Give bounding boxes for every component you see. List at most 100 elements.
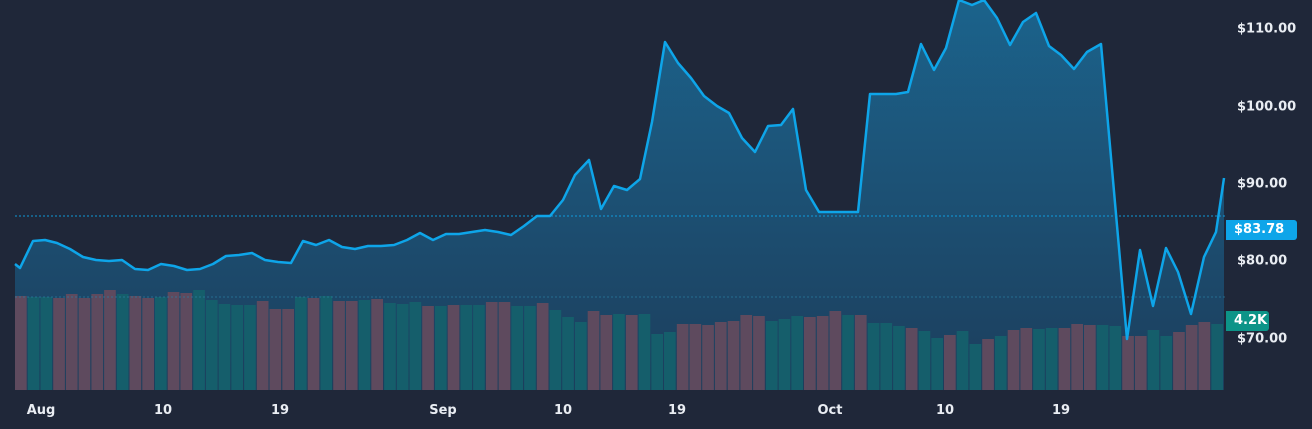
volume-bar [27, 297, 40, 390]
volume-bar [333, 301, 345, 390]
x-tick-label: Aug [26, 403, 56, 418]
volume-bar [842, 315, 854, 390]
volume-bar [740, 315, 753, 390]
volume-bar [244, 305, 256, 390]
volume-bar [1134, 336, 1147, 390]
volume-bar [524, 306, 536, 390]
price-area-fill [15, 0, 1224, 390]
y-tick-label: $100.00 [1237, 99, 1297, 115]
x-tick-label: 10 [553, 403, 573, 418]
volume-bar [600, 315, 613, 390]
current-volume-badge: 4.2K [1226, 311, 1269, 331]
volume-bar [40, 297, 53, 390]
volume-bar [218, 304, 231, 390]
volume-bar [714, 322, 727, 390]
volume-bar [536, 303, 549, 390]
volume-bar [269, 309, 282, 390]
volume-bar [765, 321, 778, 390]
volume-bar [345, 301, 358, 390]
current-price-badge: $83.78 [1226, 220, 1297, 240]
volume-bar [1084, 325, 1096, 390]
volume-bar [969, 344, 982, 390]
volume-bar [485, 302, 498, 390]
volume-bar [371, 299, 383, 390]
volume-bar [804, 317, 816, 390]
x-tick-label: Sep [429, 403, 457, 418]
volume-bar [1109, 326, 1122, 390]
volume-bar [918, 331, 931, 390]
volume-bar [638, 314, 651, 390]
volume-bar [384, 303, 396, 390]
volume-bar [231, 305, 243, 390]
volume-bar [664, 332, 676, 390]
y-tick-label: $110.00 [1237, 21, 1297, 37]
volume-bar [575, 322, 587, 390]
volume-bar [104, 290, 116, 390]
volume-bar [689, 324, 702, 390]
volume-bar [422, 306, 434, 390]
volume-bar [155, 297, 167, 390]
volume-bar [473, 305, 485, 390]
volume-bar [129, 296, 142, 390]
volume-bar [893, 326, 905, 390]
volume-bar [994, 336, 1007, 390]
y-tick-label: $90.00 [1237, 176, 1288, 192]
volume-bar [791, 316, 803, 390]
volume-bar [167, 292, 180, 390]
volume-bar [1096, 325, 1109, 390]
volume-bar [396, 304, 409, 390]
x-tick-label: 19 [1051, 403, 1071, 418]
price-area [15, 0, 1224, 390]
volume-bar [53, 298, 65, 390]
volume-bar [854, 315, 867, 390]
volume-bar [944, 335, 956, 390]
volume-bar [180, 293, 193, 390]
volume-bar [460, 305, 473, 390]
x-tick-label: 10 [153, 403, 173, 418]
volume-bar [447, 305, 460, 390]
volume-bar [1007, 330, 1020, 390]
volume-bar [91, 294, 104, 390]
volume-bar [1160, 336, 1173, 390]
volume-bar [409, 302, 422, 390]
volume-bar [1071, 324, 1083, 390]
volume-bar [282, 309, 294, 390]
volume-bar [880, 323, 893, 390]
volume-bar [702, 325, 714, 390]
volume-bar [142, 298, 154, 390]
volume-bar [435, 306, 447, 390]
volume-bar [1033, 329, 1045, 390]
volume-bar [65, 294, 78, 390]
volume-bar [256, 301, 269, 390]
y-tick-label: $70.00 [1237, 331, 1288, 347]
price-line [14, 0, 1226, 341]
volume-bars [15, 290, 1223, 390]
y-tick-label: $80.00 [1237, 253, 1288, 269]
volume-bar [1198, 322, 1211, 390]
volume-bar [867, 323, 880, 390]
volume-bar [905, 328, 918, 390]
price-line-path [14, 0, 1226, 341]
volume-bar [1173, 332, 1185, 390]
volume-bar [295, 297, 307, 390]
volume-bar [1211, 324, 1223, 390]
volume-bar [116, 294, 129, 390]
volume-bar [676, 324, 689, 390]
volume-bar [816, 316, 829, 390]
volume-bar [727, 321, 740, 390]
volume-bar [549, 310, 562, 390]
volume-bar [498, 302, 511, 390]
volume-bar [778, 319, 791, 390]
volume-bar [1185, 325, 1198, 390]
x-tick-label: 19 [667, 403, 687, 418]
x-tick-label: 10 [935, 403, 955, 418]
volume-bar [982, 339, 994, 390]
volume-bar [1020, 328, 1033, 390]
volume-bar [358, 300, 371, 390]
volume-bar [956, 331, 969, 390]
x-tick-label: 19 [270, 403, 290, 418]
volume-bar [320, 296, 333, 390]
volume-bar [193, 290, 205, 390]
x-tick-label: Oct [817, 403, 843, 418]
